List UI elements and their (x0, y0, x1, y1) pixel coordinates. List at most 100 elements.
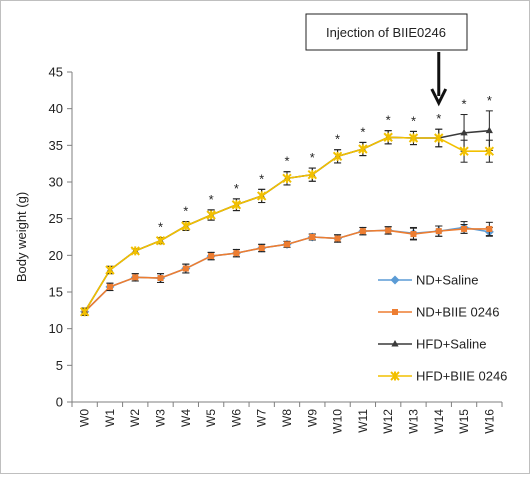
data-point (258, 245, 265, 251)
legend-marker (391, 340, 399, 347)
significance-asterisk: * (259, 171, 264, 186)
data-point (332, 151, 343, 162)
data-point (434, 133, 444, 143)
data-point (383, 132, 393, 142)
legend-label: ND+BIIE 0246 (416, 305, 499, 320)
data-point (358, 144, 368, 154)
x-tick-label: W11 (356, 409, 370, 433)
annotation: Injection of BIIE0246 (305, 13, 468, 107)
data-point (231, 200, 242, 210)
x-tick-label: W8 (280, 409, 294, 427)
data-point (182, 265, 189, 272)
y-tick-label: 5 (56, 358, 63, 373)
legend-marker (390, 371, 400, 381)
data-point (282, 173, 292, 184)
legend-label: ND+Saline (416, 273, 479, 288)
significance-markers: * * * * * * * * * * * * * * (158, 93, 492, 235)
annotation-box (305, 13, 468, 51)
x-tick-label: W3 (154, 409, 168, 427)
data-point (106, 283, 113, 290)
data-point (484, 146, 495, 156)
data-point (459, 146, 469, 156)
y-tick-label: 0 (56, 395, 63, 410)
significance-asterisk: * (310, 150, 315, 165)
data-point (334, 235, 341, 242)
significance-asterisk: * (234, 181, 239, 196)
x-tick-label: W6 (229, 409, 243, 427)
x-tick-label: W12 (381, 409, 395, 434)
legend-item-2: ND+BIIE 0246 (378, 305, 499, 320)
legend-item-1: ND+Saline (378, 273, 479, 288)
annotation-text: Injection of BIIE0246 (326, 25, 446, 40)
data-point (284, 241, 290, 248)
data-point (157, 275, 164, 282)
significance-asterisk: * (487, 93, 492, 108)
data-point (460, 128, 468, 136)
x-tick-label: W4 (179, 409, 193, 427)
data-point (408, 133, 419, 143)
data-point (307, 169, 318, 180)
data-point (485, 126, 493, 134)
x-tick-label: W5 (204, 409, 218, 427)
annotation-arrow-head (430, 88, 448, 107)
data-point (256, 191, 267, 201)
significance-asterisk: * (335, 132, 340, 147)
data-point (130, 246, 140, 256)
significance-asterisk: * (284, 154, 289, 169)
significance-asterisk: * (158, 220, 163, 235)
legend-marker (392, 309, 398, 315)
data-point (309, 234, 316, 240)
data-point (410, 231, 417, 238)
data-point (155, 235, 166, 246)
data-point (435, 228, 442, 235)
y-tick-label: 10 (49, 321, 63, 336)
x-tick-label: W0 (78, 409, 92, 427)
data-point (206, 210, 216, 220)
y-tick-label: 40 (49, 101, 63, 116)
x-tick-label: W7 (255, 409, 269, 427)
y-tick-label: 30 (49, 175, 63, 190)
data-point (132, 274, 139, 281)
legend-item-3: HFD+Saline (378, 337, 486, 352)
data-point (486, 225, 493, 232)
legend: ND+Saline ND+BIIE 0246 HFD+Saline HFD+BIIE … (378, 273, 507, 384)
legend-label: HFD+BIIE 0246 (416, 369, 507, 384)
axes: 0 5 10 15 20 25 30 35 40 45 W0 W1 W2 W3 W4 W5 W6 W7 W8 W9 W1… (14, 65, 503, 434)
x-tick-label: W1 (103, 409, 117, 427)
data-point (461, 225, 468, 232)
x-tick-label: W16 (482, 409, 496, 434)
y-tick-label: 20 (49, 248, 63, 263)
y-tick-label: 15 (49, 285, 63, 300)
x-tick-label: W15 (457, 409, 471, 434)
data-point (79, 307, 90, 317)
significance-asterisk: * (360, 124, 365, 139)
series-layer: * * * * * * * * * * * * * * (79, 93, 495, 317)
y-tick-label: 25 (49, 211, 63, 226)
legend-item-4: HFD+BIIE 0246 (378, 369, 507, 384)
x-tick-label: W13 (406, 409, 420, 434)
x-tick-label: W14 (432, 409, 446, 434)
data-point (208, 253, 215, 260)
significance-asterisk: * (183, 204, 188, 219)
data-point (385, 227, 392, 234)
y-axis-label: Body weight (g) (14, 192, 29, 282)
data-point (233, 250, 240, 257)
data-point (359, 228, 366, 235)
data-point (105, 265, 115, 275)
y-tick-label: 45 (49, 65, 63, 80)
x-tick-label: W10 (331, 409, 345, 434)
data-point (181, 221, 191, 231)
y-tick-label: 35 (49, 138, 63, 153)
x-tick-label: W2 (128, 409, 142, 427)
significance-asterisk: * (436, 111, 441, 126)
significance-asterisk: * (411, 113, 416, 128)
significance-asterisk: * (386, 113, 391, 128)
x-tick-label: W9 (305, 409, 319, 427)
significance-asterisk: * (462, 97, 467, 112)
series-2 (81, 221, 493, 316)
legend-label: HFD+Saline (416, 337, 486, 352)
series-4 (79, 128, 495, 317)
